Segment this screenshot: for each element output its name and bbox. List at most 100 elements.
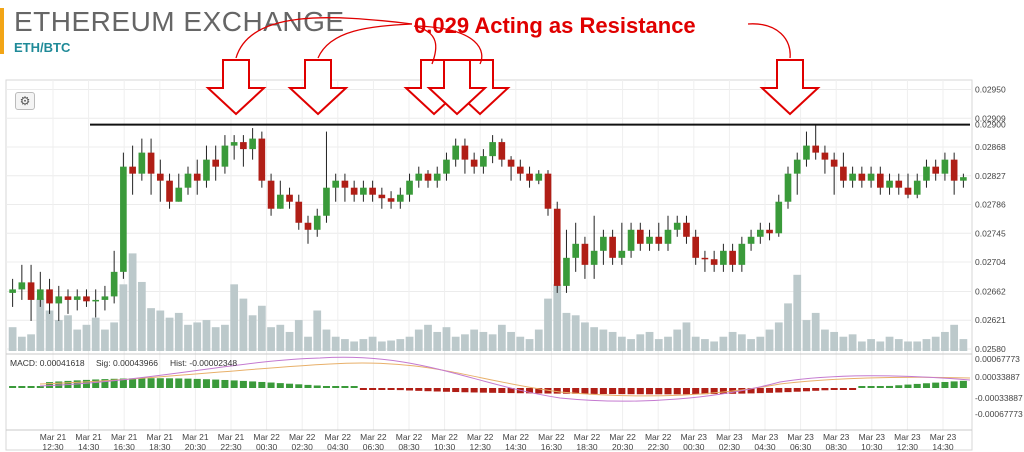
volume-bar xyxy=(101,329,109,351)
down-arrow-icon xyxy=(287,59,349,116)
volume-bar xyxy=(202,320,211,351)
volume-bar xyxy=(147,308,155,351)
x-tick-day: Mar 23 xyxy=(681,432,708,442)
volume-bar xyxy=(433,331,442,351)
macd-hist-bar xyxy=(904,384,912,388)
volume-bar xyxy=(562,312,571,351)
header-accent-bar xyxy=(0,8,4,54)
candle-body xyxy=(590,250,598,265)
macd-hist-bar xyxy=(258,381,266,388)
macd-hist-value: Hist: -0.00002348 xyxy=(170,358,237,368)
macd-hist-bar xyxy=(581,388,589,394)
candle-body xyxy=(240,142,247,150)
volume-bar xyxy=(497,324,506,351)
candle-body xyxy=(655,236,663,244)
candle-body xyxy=(738,243,746,265)
macd-hist-bar xyxy=(673,388,681,395)
x-tick-day: Mar 22 xyxy=(538,432,565,442)
macd-hist-bar xyxy=(129,378,137,388)
volume-bar xyxy=(285,331,294,351)
candle-body xyxy=(960,177,967,181)
macd-hist-bar xyxy=(27,386,35,388)
volume-bar xyxy=(239,298,248,351)
macd-hist-bar xyxy=(535,388,543,394)
macd-tick-label: -0.00033887 xyxy=(975,393,1023,403)
x-tick-time: 22:30 xyxy=(648,442,670,452)
volume-bar xyxy=(719,336,728,351)
y-tick-label: 0.02580 xyxy=(975,344,1006,354)
volume-bar xyxy=(811,312,820,351)
candle-body xyxy=(775,201,783,234)
candle-body xyxy=(913,180,921,195)
macd-hist-bar xyxy=(867,386,875,388)
macd-hist-bar xyxy=(313,385,321,388)
x-tick-day: Mar 22 xyxy=(609,432,636,442)
macd-hist-bar xyxy=(442,388,450,392)
macd-hist-bar xyxy=(156,378,164,388)
volume-bar xyxy=(581,322,589,351)
candle-body xyxy=(166,180,173,202)
x-tick-time: 20:30 xyxy=(612,442,634,452)
macd-hist-bar xyxy=(692,388,700,395)
volume-bar xyxy=(414,329,423,351)
candle-body xyxy=(480,156,487,167)
x-tick-day: Mar 22 xyxy=(325,432,352,442)
x-tick-day: Mar 22 xyxy=(467,432,494,442)
x-tick-day: Mar 22 xyxy=(431,432,458,442)
candle-body xyxy=(784,173,792,202)
connector-curve xyxy=(747,23,791,59)
candle-body xyxy=(92,299,100,302)
x-tick-day: Mar 21 xyxy=(75,432,102,442)
volume-bar xyxy=(608,331,617,351)
macd-hist-bar xyxy=(239,380,247,388)
candle-body xyxy=(452,145,460,160)
candle-body xyxy=(830,159,838,167)
x-tick-time: 20:30 xyxy=(185,442,207,452)
volume-bar xyxy=(350,341,359,351)
macd-hist-bar xyxy=(193,378,201,388)
candle-body xyxy=(756,229,764,237)
volume-bar xyxy=(470,329,479,351)
macd-hist-bar xyxy=(341,386,349,388)
volume-bar xyxy=(885,336,894,351)
volume-bar xyxy=(876,341,885,351)
candle-body xyxy=(203,159,210,181)
macd-hist-bar xyxy=(286,383,294,388)
x-tick-time: 16:30 xyxy=(114,442,136,452)
candle-body xyxy=(129,166,136,174)
candle-body xyxy=(526,173,533,181)
x-tick-day: Mar 22 xyxy=(396,432,423,442)
gear-icon[interactable]: ⚙ xyxy=(15,92,35,110)
macd-hist-bar xyxy=(332,386,340,388)
candle-body xyxy=(46,289,53,304)
x-tick-time: 12:30 xyxy=(42,442,64,452)
candle-body xyxy=(821,152,829,160)
volume-bar xyxy=(27,334,35,351)
macd-hist-bar xyxy=(590,388,598,394)
volume-bar xyxy=(848,334,857,351)
x-tick-time: 08:30 xyxy=(826,442,848,452)
candle-body xyxy=(64,296,72,300)
x-tick-day: Mar 21 xyxy=(147,432,174,442)
volume-bar xyxy=(737,334,746,351)
chart-frame xyxy=(5,79,973,451)
candle-body xyxy=(415,173,423,181)
y-tick-label: 0.02745 xyxy=(975,228,1006,238)
volume-bar xyxy=(313,310,322,351)
volume-bar xyxy=(682,322,691,351)
x-tick-day: Mar 23 xyxy=(752,432,779,442)
macd-hist-bar xyxy=(747,388,755,394)
candle-body xyxy=(101,296,109,300)
macd-hist-bar xyxy=(941,381,949,388)
x-tick-day: Mar 22 xyxy=(289,432,316,442)
candle-body xyxy=(923,166,930,181)
macd-hist-bar xyxy=(9,386,17,388)
volume-bar xyxy=(673,329,682,351)
macd-hist-bar xyxy=(138,378,146,388)
x-tick-time: 14:30 xyxy=(505,442,527,452)
candle-body xyxy=(350,187,358,195)
volume-bar xyxy=(396,339,405,351)
x-tick-time: 00:30 xyxy=(256,442,278,452)
volume-bar xyxy=(756,336,765,351)
macd-hist-bar xyxy=(470,388,478,393)
